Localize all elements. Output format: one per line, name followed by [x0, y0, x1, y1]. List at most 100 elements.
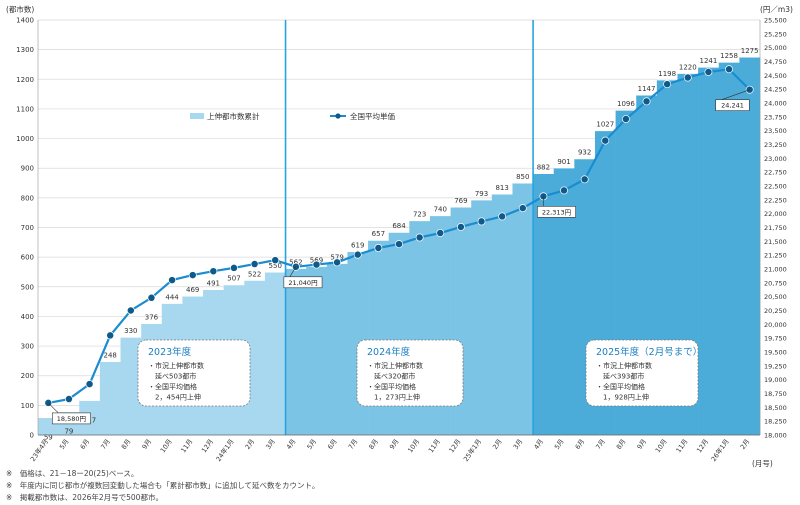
left-tick-label: 500: [21, 283, 34, 291]
x-axis-title: (月号): [752, 459, 773, 468]
bar-value-label: 769: [454, 197, 467, 205]
left-tick-label: 200: [21, 372, 34, 380]
right-tick-label: 22,000: [764, 210, 787, 218]
bar: [120, 337, 142, 435]
left-tick-label: 1300: [16, 46, 34, 54]
period-line: ・全国平均価格: [596, 382, 645, 391]
x-tick-label: 26年1月: [709, 437, 731, 463]
right-tick-label: 19,250: [764, 362, 787, 370]
bar: [512, 183, 534, 435]
bar-value-label: 723: [413, 211, 426, 219]
x-tick-label: 9月: [140, 438, 153, 451]
price-point: [704, 68, 713, 76]
x-tick-label: 4月: [285, 438, 298, 451]
note-duplicate-count: ※ 年度内に同じ都市が複数回変動した場合も「累計都市数」に追加して延べ数をカウン…: [6, 481, 320, 490]
callout-box: [52, 412, 91, 425]
bar-value-label: 444: [165, 293, 179, 301]
period-line: ・市況上伸都市数: [367, 361, 423, 370]
price-point: [312, 260, 321, 269]
right-tick-label: 21,750: [764, 224, 787, 232]
price-point: [209, 267, 218, 276]
left-tick-label: 0: [30, 432, 34, 440]
left-tick-label: 100: [21, 402, 34, 410]
x-tick-label: 10月: [159, 438, 174, 455]
right-tick-label: 23,000: [764, 155, 787, 163]
left-tick-label: 400: [21, 313, 34, 321]
price-point: [642, 97, 651, 106]
bar-value-label: 1258: [720, 52, 738, 60]
price-point: [601, 136, 610, 145]
bar: [285, 268, 307, 435]
x-tick-label: 10月: [406, 438, 421, 455]
note-price-base: ※ 価格は、21－18ー20(25)ベース。: [6, 469, 139, 478]
left-tick-label: 1000: [16, 135, 34, 143]
legend-line-label: 全国平均単価: [350, 111, 395, 121]
left-tick-label: 900: [21, 165, 34, 173]
left-tick-label: 600: [21, 254, 34, 262]
x-tick-label: 8月: [367, 438, 380, 451]
price-point: [560, 186, 568, 195]
left-tick-label: 1200: [16, 76, 34, 84]
bar-value-label: 376: [145, 314, 159, 322]
period-title: 2025年度（2月号まで）: [596, 346, 702, 358]
bar-value-label: 684: [392, 222, 406, 230]
x-tick-label: 23年4月: [28, 437, 50, 463]
bar-value-label: 1147: [638, 85, 656, 93]
x-tick-label: 8月: [615, 438, 628, 451]
right-tick-label: 21,500: [764, 238, 787, 246]
x-tick-label: 9月: [388, 438, 401, 451]
price-point: [415, 233, 424, 242]
left-tick-label: 1400: [16, 17, 34, 25]
callout-box: [715, 99, 750, 111]
bar-value-label: 793: [475, 190, 488, 198]
x-tick-label: 6月: [326, 438, 339, 451]
bar: [739, 57, 761, 436]
bar-value-label: 850: [516, 173, 529, 181]
bar-value-label: 1027: [596, 121, 614, 129]
callout-leader: [289, 266, 297, 277]
bar-value-label: 469: [186, 286, 199, 294]
period-line: 延べ503都市: [148, 372, 196, 381]
x-tick-label: 7月: [347, 438, 360, 451]
bar: [264, 271, 286, 435]
x-tick-label: 3月: [512, 438, 525, 451]
price-point: [374, 244, 383, 252]
bar-value-label: 1220: [679, 63, 697, 71]
bar-value-label: 813: [495, 184, 508, 192]
right-tick-label: 22,500: [764, 183, 787, 191]
x-tick-label: 2月: [244, 438, 257, 451]
callout-leader: [721, 89, 750, 100]
period-box: [585, 339, 699, 407]
price-point: [725, 65, 734, 74]
x-tick-label: 9月: [636, 438, 649, 451]
x-tick-label: 12月: [695, 438, 710, 455]
right-tick-label: 21,250: [764, 252, 787, 260]
bar-value-label: 79: [64, 428, 73, 436]
right-tick-label: 20,500: [764, 293, 787, 301]
bar-value-label: 1275: [741, 47, 759, 55]
price-point: [250, 260, 259, 268]
x-tick-label: 5月: [58, 438, 71, 451]
right-tick-label: 21,000: [764, 266, 787, 274]
note-city-total: ※ 掲載都市数は、2026年2月号で500都市。: [6, 493, 163, 502]
right-axis-title: (円／m3): [760, 5, 793, 14]
left-axis-title: (都市数): [6, 4, 34, 14]
bar: [491, 194, 513, 435]
bar-value-label: 248: [104, 351, 117, 359]
callout-box: [283, 276, 323, 289]
right-tick-label: 24,250: [764, 86, 787, 94]
right-tick-label: 18,000: [764, 432, 787, 440]
x-tick-label: 8月: [120, 438, 133, 451]
price-point: [498, 212, 507, 221]
period-line: ・全国平均価格: [148, 382, 197, 391]
bar: [99, 361, 121, 435]
period-box: [137, 339, 251, 407]
bar: [306, 266, 328, 435]
price-point: [621, 115, 630, 123]
price-point: [271, 256, 280, 265]
callout-label: 18,580円: [57, 415, 86, 423]
bar-value-label: 550: [269, 262, 282, 270]
legend-bar-swatch: [190, 113, 204, 119]
price-point: [106, 331, 115, 340]
x-tick-label: 12月: [447, 438, 462, 455]
